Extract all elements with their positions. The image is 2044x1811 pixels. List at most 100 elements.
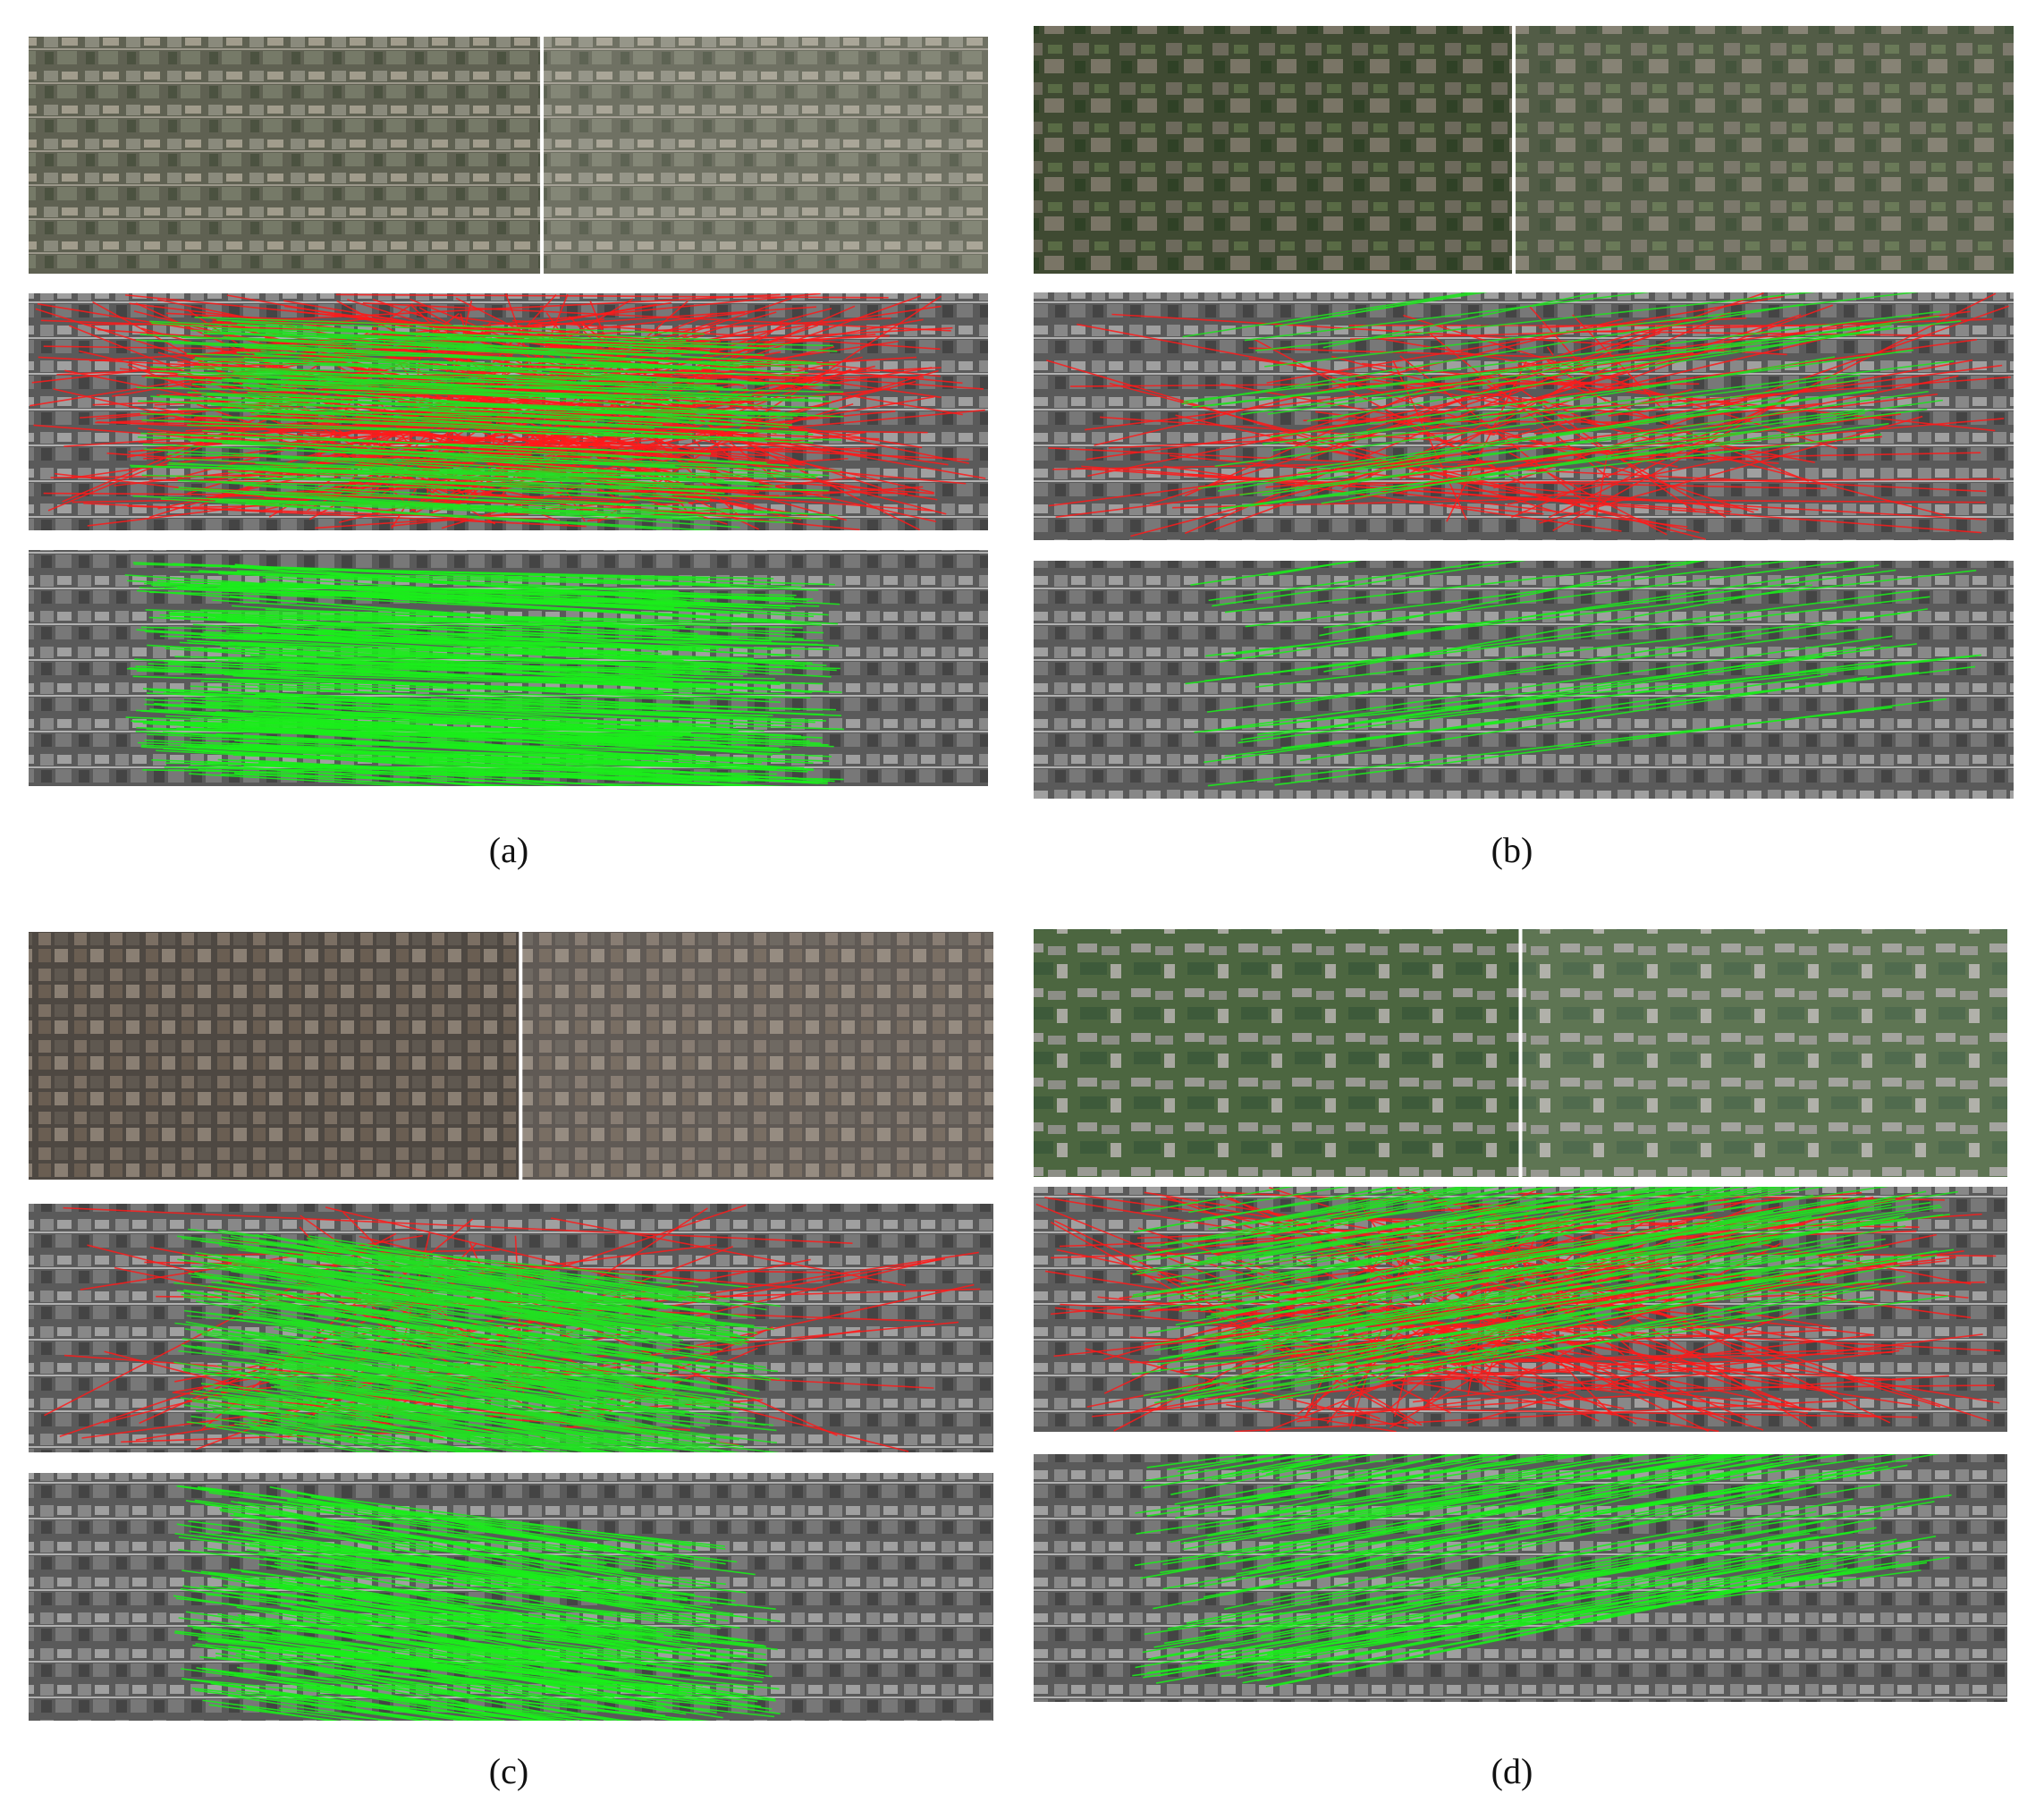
match-line (1204, 596, 1930, 682)
match-line (1222, 422, 1889, 509)
match-line (1546, 346, 1554, 356)
match-line (1154, 1191, 1862, 1252)
match-line (260, 1354, 633, 1413)
match-line (1262, 399, 1943, 496)
match-line (200, 1240, 702, 1303)
match-line (1048, 393, 1938, 507)
match-line (300, 1409, 541, 1452)
match-line (1248, 347, 1581, 359)
match-line (1274, 1187, 1524, 1240)
match-line (1085, 338, 1978, 461)
match-line (189, 773, 421, 786)
match-line (1194, 654, 1981, 733)
match-line (258, 685, 737, 712)
match-line (226, 1350, 604, 1419)
match-line (1257, 1264, 1900, 1384)
match-line (133, 563, 709, 580)
match-line (43, 492, 623, 499)
match-line (245, 1636, 666, 1709)
match-line (1144, 1532, 1811, 1636)
match-line (1182, 1454, 1736, 1551)
match-line (1046, 360, 1556, 512)
match-line (1260, 1204, 1892, 1316)
match-line (511, 319, 941, 351)
match-line (1199, 1478, 1784, 1587)
match-line (258, 1369, 720, 1443)
match-line (259, 1391, 551, 1452)
match-line (1208, 561, 1503, 602)
match-line (190, 1415, 503, 1452)
match-lines (1132, 1454, 1952, 1688)
match-line (187, 392, 844, 418)
match-line (189, 371, 716, 386)
match-line (1273, 1187, 1492, 1223)
match-line (229, 595, 679, 633)
match-line (254, 353, 654, 381)
match-lines (1046, 292, 2011, 540)
match-line (191, 1401, 595, 1452)
match-line (1237, 659, 1892, 744)
match-line (125, 716, 683, 738)
match-line (211, 1281, 723, 1351)
match-line (190, 763, 505, 786)
match-line (282, 1503, 606, 1557)
panel: (b) (1034, 26, 2014, 870)
match-line (1147, 1542, 1846, 1661)
match-line (1228, 1225, 1906, 1343)
match-line (1211, 1454, 1381, 1480)
match-line (303, 1358, 691, 1428)
match-line (1162, 1275, 1824, 1393)
match-line (150, 395, 747, 427)
source-image (1034, 26, 1513, 274)
match-line (1406, 1367, 1581, 1380)
match-line (1094, 318, 1623, 446)
match-line (262, 589, 822, 626)
match-lines (30, 293, 986, 530)
match-line (1182, 292, 1475, 338)
match-line (285, 1490, 694, 1566)
match-line (314, 1253, 705, 1325)
match-line (1322, 292, 1601, 349)
match-line (141, 474, 829, 492)
match-line (245, 1537, 671, 1591)
match-line (304, 1396, 644, 1452)
match-line (288, 1491, 726, 1550)
match-line (248, 1421, 404, 1452)
match-line (1234, 1454, 1634, 1519)
match-line (178, 1548, 646, 1604)
match-line (1526, 314, 1802, 404)
match-line (1185, 1248, 1955, 1349)
match-line (163, 748, 667, 782)
match-line (182, 1570, 712, 1645)
match-line (1517, 364, 1810, 482)
match-line (1204, 635, 1893, 732)
match-line (276, 1647, 773, 1710)
match-line (205, 1645, 615, 1721)
match-line (315, 486, 924, 529)
match-line (1256, 1565, 1873, 1682)
match-line (239, 1311, 609, 1365)
match-line (1216, 1454, 1333, 1477)
match-line (1275, 1190, 1927, 1307)
match-line (130, 464, 815, 492)
match-line (1195, 1454, 1724, 1530)
match-line (1330, 1235, 1491, 1369)
match-line (63, 1206, 853, 1244)
match-line (1195, 1546, 1794, 1658)
match-line (207, 692, 827, 722)
match-line (182, 1369, 654, 1427)
match-line (266, 1697, 445, 1721)
match-line (231, 1501, 612, 1577)
match-line (258, 1241, 655, 1307)
match-line (220, 773, 711, 786)
match-line (1210, 320, 1962, 407)
match-line (1321, 292, 1489, 319)
match-line (1423, 1388, 1442, 1409)
match-line (227, 470, 688, 504)
match-line (207, 1285, 604, 1351)
match-line (1232, 1484, 1880, 1593)
match-line (311, 1704, 427, 1721)
match-line (1174, 1454, 1462, 1505)
match-line (228, 1401, 524, 1452)
